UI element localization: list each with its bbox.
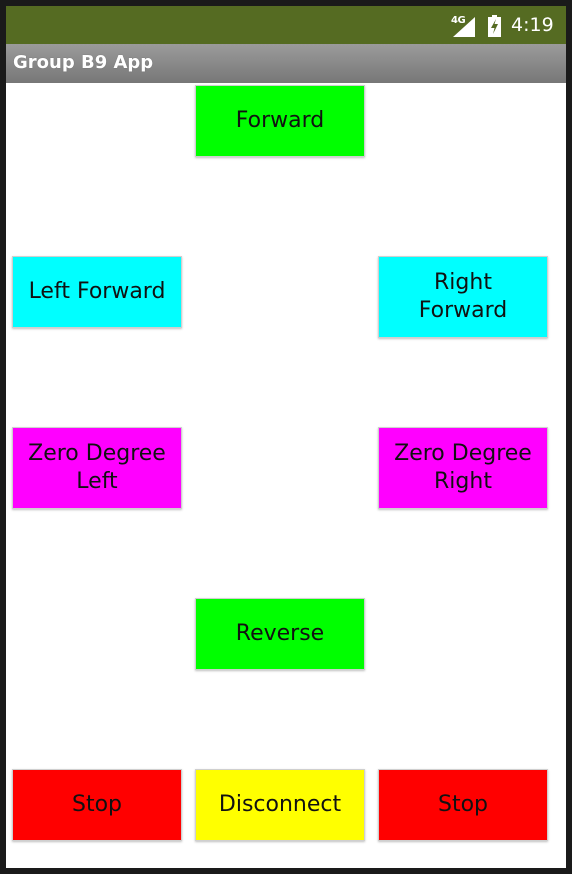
battery-charging-icon — [488, 15, 501, 37]
forward-button[interactable]: Forward — [195, 85, 365, 157]
right-forward-button[interactable]: Right Forward — [378, 256, 548, 338]
app-screen: 4G 4:19 Group B9 App Forward Left Forwar… — [6, 6, 566, 868]
stop-right-button[interactable]: Stop — [378, 769, 548, 841]
status-clock: 4:19 — [511, 14, 554, 36]
zero-degree-left-button[interactable]: Zero Degree Left — [12, 427, 182, 509]
network-type-label: 4G — [451, 15, 466, 26]
zero-degree-right-button[interactable]: Zero Degree Right — [378, 427, 548, 509]
app-title-bar: Group B9 App — [6, 44, 566, 83]
signal-icon — [453, 17, 475, 37]
left-forward-button[interactable]: Left Forward — [12, 256, 182, 328]
stop-left-button[interactable]: Stop — [12, 769, 182, 841]
reverse-button[interactable]: Reverse — [195, 598, 365, 670]
status-bar: 4G 4:19 — [6, 6, 566, 44]
app-title: Group B9 App — [13, 52, 154, 73]
disconnect-button[interactable]: Disconnect — [195, 769, 365, 841]
